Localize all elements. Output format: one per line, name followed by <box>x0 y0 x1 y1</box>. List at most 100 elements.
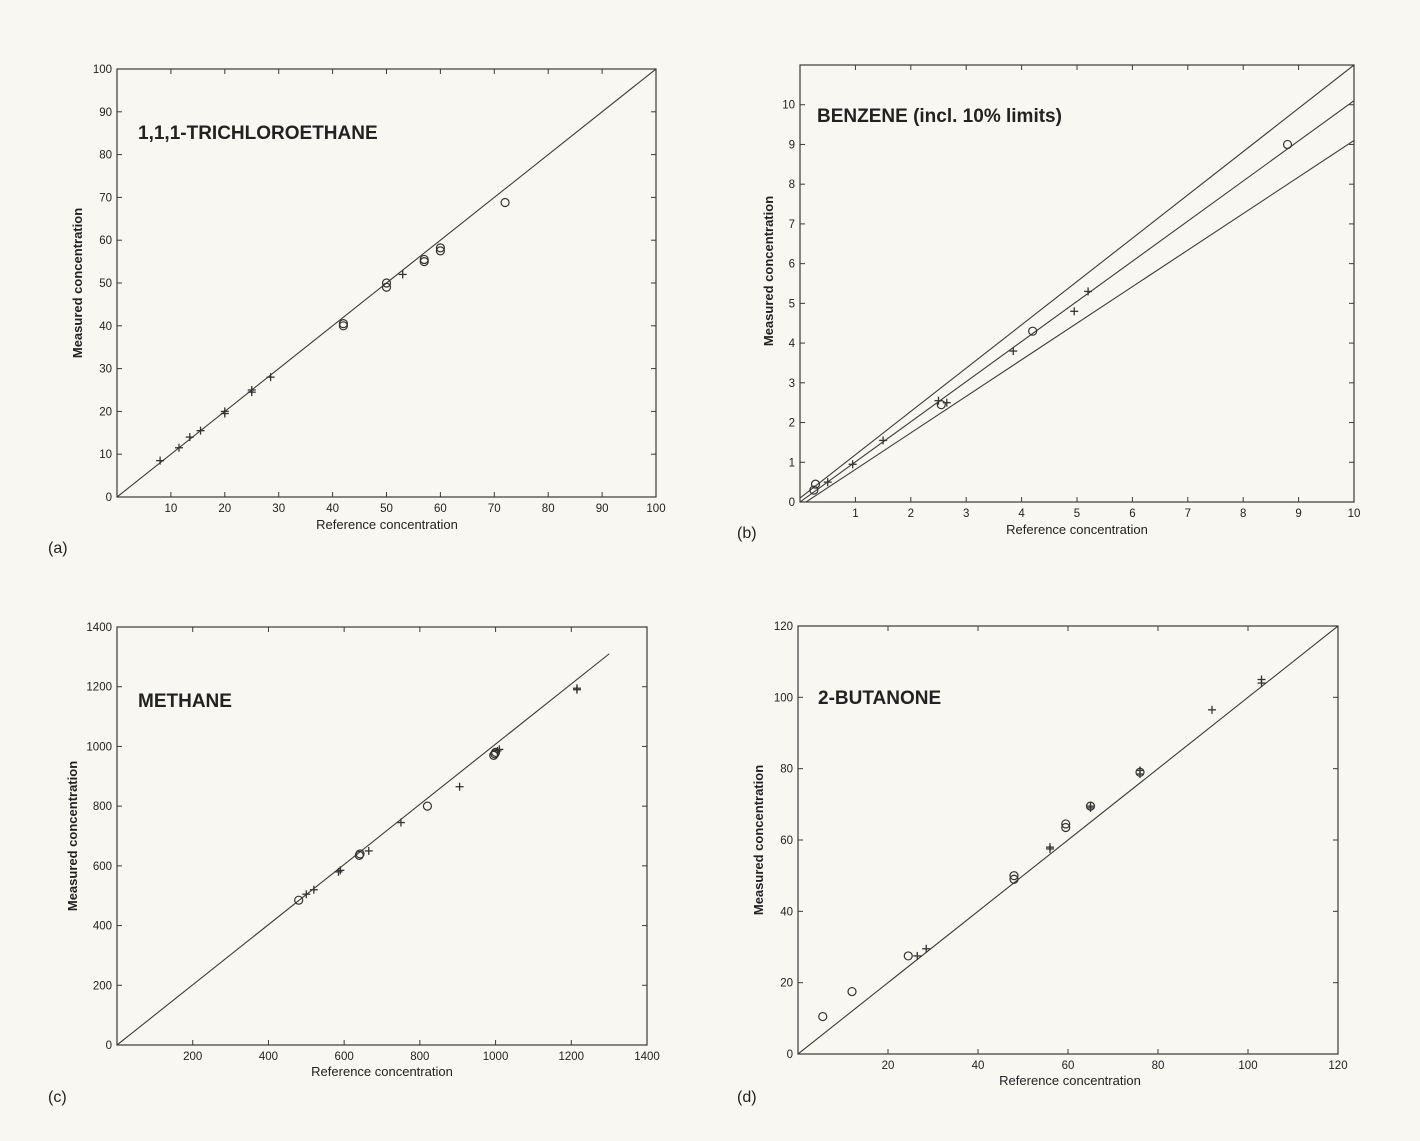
data-point-circle <box>818 1011 828 1022</box>
y-tick-label: 100 <box>774 692 793 704</box>
y-tick-label: 1000 <box>86 741 112 753</box>
panel-d-butanone: 2-BUTANONE Reference concentration Measu… <box>737 621 1348 1106</box>
y-tick-label: 10 <box>782 100 795 112</box>
y-tick-label: 0 <box>787 1049 793 1061</box>
reference-line <box>117 653 610 1045</box>
x-tick-label: 9 <box>1295 508 1301 520</box>
panel-a-title: 1,1,1-TRICHLOROETHANE <box>138 123 378 144</box>
reference-line <box>798 626 1338 1054</box>
x-tick-label: 10 <box>165 503 178 515</box>
plot-data-area <box>798 626 1338 1054</box>
y-tick-label: 1400 <box>86 622 112 634</box>
x-tick-label: 70 <box>488 503 501 515</box>
data-point-plus <box>220 407 229 416</box>
y-tick-label: 20 <box>780 978 793 990</box>
x-tick-label: 10 <box>1348 508 1361 520</box>
data-point-plus <box>309 885 318 894</box>
data-point-circle <box>1061 819 1071 829</box>
data-point-plus <box>1208 705 1216 714</box>
data-point-plus <box>396 818 405 827</box>
panel-c-ylabel: Measured concentration <box>65 761 80 911</box>
panel-c-methane: METHANE Reference concentration Measured… <box>48 622 660 1106</box>
data-point-plus <box>922 944 931 953</box>
data-point-circle <box>500 197 510 208</box>
x-tick-label: 400 <box>259 1051 278 1063</box>
y-tick-label: 0 <box>106 1040 112 1052</box>
data-point-circle <box>338 319 348 329</box>
x-tick-label: 80 <box>542 503 555 515</box>
data-point-circle <box>422 801 433 811</box>
x-tick-label: 4 <box>1018 508 1025 520</box>
data-point-plus <box>848 460 857 469</box>
data-point-circle <box>490 747 501 758</box>
y-tick-label: 600 <box>93 861 112 873</box>
y-tick-label: 80 <box>780 764 793 776</box>
data-point-circle <box>419 254 429 265</box>
x-tick-label: 5 <box>1074 508 1080 520</box>
y-tick-label: 400 <box>93 921 112 933</box>
data-point-plus <box>823 478 832 487</box>
x-tick-label: 1 <box>852 508 858 520</box>
data-point-plus <box>196 426 205 435</box>
data-point-circle <box>294 895 304 905</box>
x-tick-label: 1400 <box>634 1051 660 1063</box>
data-point-plus <box>174 443 183 452</box>
data-point-circle <box>381 282 392 292</box>
data-point-circle <box>1085 801 1096 811</box>
data-point-plus <box>942 398 951 407</box>
x-tick-label: 1200 <box>558 1051 584 1063</box>
y-tick-label: 60 <box>99 235 112 247</box>
data-point-circle <box>936 400 946 410</box>
x-tick-label: 100 <box>646 503 665 515</box>
panel-c-title: METHANE <box>138 691 232 712</box>
data-point-circle <box>1061 822 1071 833</box>
x-tick-label: 40 <box>972 1060 985 1072</box>
data-point-circle <box>1009 871 1019 881</box>
x-tick-label: 600 <box>335 1051 354 1063</box>
panel-d-title: 2-BUTANONE <box>818 688 941 709</box>
plot-frame <box>116 626 648 1046</box>
reference-line <box>800 65 1354 499</box>
x-tick-label: 7 <box>1185 508 1191 520</box>
data-point-plus <box>336 866 345 875</box>
data-point-plus <box>455 782 464 791</box>
y-tick-label: 50 <box>99 278 112 290</box>
data-point-plus <box>1046 843 1054 852</box>
y-tick-label: 120 <box>774 621 793 633</box>
x-tick-label: 100 <box>1238 1060 1257 1072</box>
y-tick-label: 6 <box>789 259 795 271</box>
data-point-plus <box>398 270 407 279</box>
data-point-plus <box>1009 347 1018 356</box>
data-point-circle <box>1282 139 1293 150</box>
panel-b-xlabel: Reference concentration <box>1006 522 1148 537</box>
data-point-plus <box>1086 802 1095 811</box>
data-point-plus <box>1070 307 1079 316</box>
panel-a-ylabel: Measured concentration <box>70 208 85 358</box>
y-tick-label: 1 <box>789 457 795 469</box>
x-tick-label: 800 <box>410 1051 429 1063</box>
y-tick-label: 4 <box>789 338 796 350</box>
data-point-circle <box>847 986 857 997</box>
x-tick-label: 1000 <box>483 1051 509 1063</box>
reference-line <box>800 100 1354 502</box>
y-tick-label: 8 <box>789 179 795 191</box>
data-point-circle <box>381 278 392 288</box>
x-tick-label: 50 <box>380 503 393 515</box>
y-tick-label: 0 <box>106 492 112 504</box>
reference-line <box>805 140 1354 502</box>
data-point-plus <box>266 373 275 382</box>
panel-d-letter: (d) <box>737 1089 757 1106</box>
data-point-circle <box>1009 874 1019 884</box>
plot-data-area <box>800 65 1354 502</box>
y-tick-label: 30 <box>99 364 112 376</box>
data-point-circle <box>435 243 445 253</box>
data-point-plus <box>156 456 165 465</box>
y-tick-label: 40 <box>99 321 112 333</box>
y-tick-label: 80 <box>99 150 112 162</box>
data-point-plus <box>1084 287 1093 296</box>
x-tick-label: 80 <box>1152 1060 1165 1072</box>
data-point-plus <box>1257 675 1266 684</box>
y-tick-label: 800 <box>93 801 112 813</box>
y-tick-label: 5 <box>789 298 795 310</box>
